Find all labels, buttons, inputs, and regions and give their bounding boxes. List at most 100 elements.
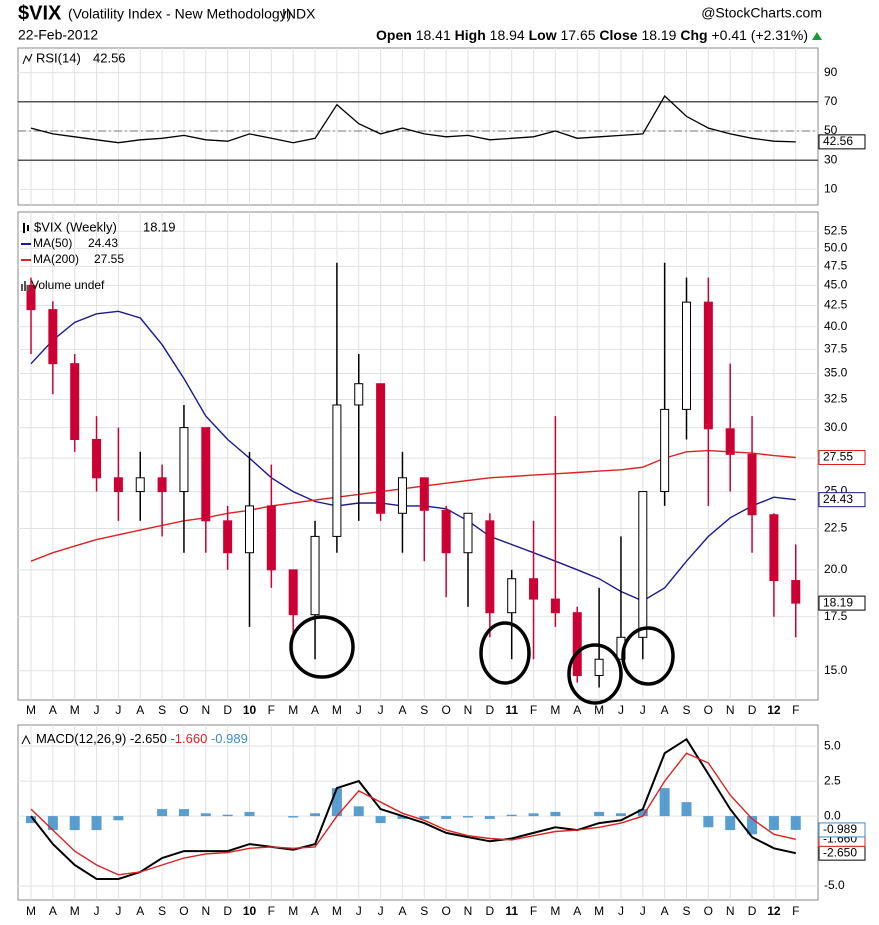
- x-tick-label: F: [268, 703, 275, 717]
- panel-frame: [17, 724, 819, 901]
- histogram-bar: [725, 816, 736, 831]
- exchange: INDX: [282, 6, 316, 22]
- legend-label: MA(200): [33, 252, 79, 266]
- x-tick-label: A: [136, 703, 144, 717]
- quote-label: Close: [599, 27, 637, 43]
- histogram-bar: [703, 816, 714, 828]
- x-tick-label: M: [550, 904, 560, 918]
- legend: MACD(12,26,9) -2.650 -1.660 -0.989: [36, 731, 248, 746]
- y-tick-label: 42.5: [824, 298, 848, 312]
- x-tick-label: M: [26, 703, 36, 717]
- x-tick-label: A: [398, 703, 406, 717]
- x-tick-label: D: [748, 904, 757, 918]
- x-tick-label: D: [223, 904, 232, 918]
- annotation-circles: [289, 615, 675, 705]
- x-tick-label: N: [464, 904, 473, 918]
- candle-body: [419, 477, 429, 511]
- x-tick-label: N: [726, 904, 735, 918]
- candle-body: [201, 427, 211, 522]
- candle-body: [550, 598, 560, 614]
- legend-value: 42.56: [93, 50, 126, 65]
- panels: 10 30 50 70 90 RSI(14) 42.56 42.56 15.0 17.5 20.0 2…: [17, 47, 866, 918]
- quote-value: +0.41 (+2.31%): [711, 27, 808, 43]
- y-tick-label: 20.0: [824, 562, 848, 576]
- quote-value: 18.41: [416, 27, 451, 43]
- x-tick-label: F: [792, 703, 799, 717]
- y-tick-label: 30.0: [824, 420, 848, 434]
- legend-text: -0.989: [211, 731, 248, 746]
- histogram-bar: [463, 816, 473, 818]
- rsi-line: [30, 94, 796, 144]
- x-tick-label: F: [268, 904, 275, 918]
- x-tick-label: S: [158, 904, 166, 918]
- y-tick-label: 30: [824, 152, 838, 166]
- y-tick-label: 22.5: [824, 521, 848, 535]
- x-tick-label: 10: [243, 703, 257, 717]
- candle-body: [135, 477, 145, 493]
- panel-frame: [17, 47, 819, 206]
- quote-label: High: [455, 27, 486, 43]
- legend-value: 24.43: [88, 236, 118, 250]
- legend-text: -1.660: [170, 731, 207, 746]
- symbol: $VIX: [18, 2, 62, 24]
- histogram-bar: [222, 814, 233, 817]
- y-tick-label: 15.0: [824, 663, 848, 677]
- legend-label: $VIX (Weekly): [34, 219, 117, 234]
- value-tag-label: -2.650: [823, 845, 857, 859]
- x-tick-label: S: [682, 703, 690, 717]
- y-tick-label: 90: [824, 65, 838, 79]
- circle: [479, 621, 531, 685]
- macd-line: [30, 752, 796, 876]
- x-tick-label: A: [661, 904, 669, 918]
- panel-frame: [17, 211, 819, 701]
- y-tick-label: 70: [824, 94, 838, 108]
- x-tick-label: A: [573, 904, 581, 918]
- candle-body: [266, 505, 276, 571]
- quote-value: 17.65: [560, 27, 595, 43]
- x-tick-label: O: [441, 703, 450, 717]
- x-tick-label: A: [49, 703, 57, 717]
- moving-average: [30, 310, 796, 602]
- x-tick-label: 10: [243, 904, 257, 918]
- x-tick-label: S: [158, 703, 166, 717]
- histogram-bar: [594, 811, 605, 817]
- candle-body: [507, 578, 517, 614]
- histogram-bar: [790, 816, 801, 830]
- x-tick-label: 12: [767, 904, 781, 918]
- x-tick-label: O: [179, 703, 188, 717]
- histogram-bar: [419, 816, 430, 819]
- legend-text: -2.650: [130, 731, 167, 746]
- candle-body: [288, 569, 298, 616]
- candle-body: [682, 301, 691, 410]
- up-arrow: [812, 32, 822, 40]
- x-tick-label: 11: [505, 703, 518, 717]
- x-tick-label: O: [704, 703, 713, 717]
- quote-label: Chg: [680, 27, 707, 43]
- y-tick-label: 40.0: [824, 319, 848, 333]
- quote-label: Open: [376, 27, 412, 43]
- y-tick-label: 50: [824, 123, 838, 137]
- quote-label: Low: [529, 27, 557, 43]
- legend-value: 18.19: [143, 219, 176, 234]
- candle-body: [245, 505, 254, 554]
- x-tick-label: J: [640, 904, 646, 918]
- y-tick-label: 52.5: [824, 223, 848, 237]
- histogram-bar: [747, 816, 758, 835]
- legend-icon: [23, 223, 29, 233]
- candle-body: [594, 658, 604, 676]
- histogram-bar: [288, 816, 299, 818]
- legend-value: 27.55: [94, 252, 124, 266]
- x-tick-label: S: [420, 904, 428, 918]
- candle-body: [638, 491, 648, 638]
- description: (Volatility Index - New Methodology): [68, 6, 291, 22]
- histogram-bar: [615, 813, 626, 817]
- x-tick-label: D: [223, 703, 232, 717]
- candle-body: [397, 477, 407, 514]
- candle-body: [157, 477, 167, 493]
- x-tick-label: J: [115, 703, 121, 717]
- x-tick-label: A: [311, 904, 319, 918]
- quote-value: 18.94: [490, 27, 525, 43]
- x-tick-label: N: [464, 703, 473, 717]
- y-tick-label: 35.0: [824, 366, 848, 380]
